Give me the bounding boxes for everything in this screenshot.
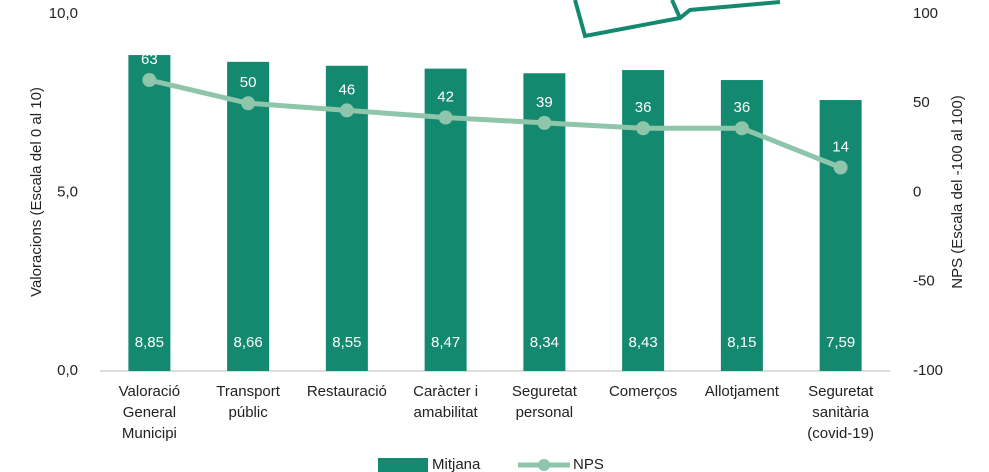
bar-value-label: 8,85 — [135, 334, 164, 351]
bar-value-label: 8,55 — [332, 334, 361, 351]
x-tick-label: sanitària — [812, 404, 869, 421]
y-tick-label: 5,0 — [57, 183, 78, 200]
y2-tick-label: -100 — [913, 362, 943, 379]
bar — [227, 61, 270, 371]
bar-value-label: 8,43 — [629, 334, 658, 351]
bar — [819, 100, 862, 372]
x-tick-label: Seguretat — [808, 383, 874, 400]
y-tick-label: 0,0 — [57, 362, 78, 379]
x-tick-label: Transport — [216, 383, 280, 400]
legend-label: NPS — [573, 456, 604, 472]
x-tick-label: Allotjament — [705, 383, 780, 400]
nps-value-label: 46 — [339, 81, 356, 98]
nps-line — [148, 77, 842, 170]
legend-swatch — [378, 458, 428, 472]
x-tick-label: Seguretat — [512, 383, 578, 400]
y2-tick-label: 100 — [913, 5, 938, 22]
nps-point — [636, 121, 651, 136]
y2-axis-title: NPS (Escala del -100 al 100) — [949, 95, 966, 288]
nps-value-label: 63 — [141, 51, 158, 68]
x-tick-label: Municipi — [122, 425, 177, 442]
x-tick-label: General — [123, 404, 176, 421]
decorative-icon — [670, 0, 682, 19]
y2-tick-label: -50 — [913, 273, 935, 290]
y2-tick-label: 0 — [913, 183, 921, 200]
nps-point — [241, 96, 256, 111]
x-tick-label: Valoració — [119, 383, 180, 400]
nps-value-label: 42 — [437, 88, 454, 105]
x-tick-label: Caràcter i — [413, 383, 478, 400]
y2-tick-label: 50 — [913, 94, 930, 111]
y-tick-label: 10,0 — [49, 5, 78, 22]
x-tick-label: amabilitat — [414, 404, 479, 421]
bar — [622, 70, 665, 371]
bar-value-label: 8,66 — [234, 334, 263, 351]
nps-value-label: 50 — [240, 74, 257, 91]
x-tick-label: (covid-19) — [807, 425, 874, 442]
nps-point — [438, 110, 453, 125]
decorative-icon — [573, 0, 781, 39]
x-tick-label: Restauració — [307, 383, 387, 400]
bar-value-label: 8,47 — [431, 334, 460, 351]
nps-value-label: 36 — [635, 99, 652, 116]
bar-value-label: 7,59 — [826, 334, 855, 351]
legend-label: Mitjana — [432, 456, 481, 472]
nps-point — [833, 160, 848, 175]
nps-value-label: 14 — [832, 138, 849, 155]
y-axis-title: Valoracions (Escala del 0 al 10) — [28, 87, 45, 297]
nps-value-label: 36 — [734, 99, 751, 116]
nps-point — [339, 103, 354, 118]
x-tick-label: personal — [516, 404, 574, 421]
bar-value-label: 8,15 — [727, 334, 756, 351]
bar — [128, 55, 171, 372]
bar-value-label: 8,34 — [530, 334, 559, 351]
nps-point — [734, 121, 749, 136]
nps-point — [537, 115, 552, 130]
nps-point — [142, 73, 157, 88]
x-tick-label: Comerços — [609, 383, 677, 400]
nps-value-label: 39 — [536, 94, 553, 111]
x-tick-label: públic — [229, 404, 269, 421]
legend-swatch — [538, 459, 550, 471]
